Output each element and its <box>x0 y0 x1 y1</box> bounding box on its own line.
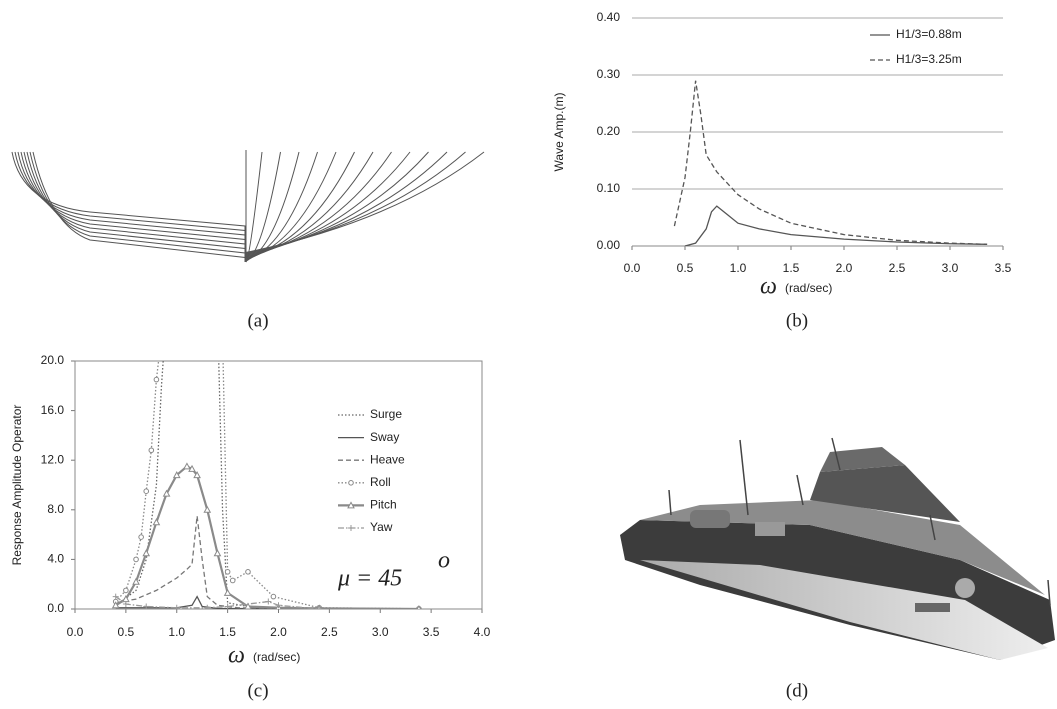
marker <box>149 448 154 453</box>
caption: (b) <box>786 310 808 331</box>
marker <box>184 463 190 469</box>
marker <box>133 579 139 585</box>
x-tick-label: 4.0 <box>474 625 491 639</box>
hull-line <box>246 152 484 252</box>
series <box>674 81 987 245</box>
y-tick-label: 0.10 <box>597 181 621 195</box>
marker <box>271 594 276 599</box>
marker <box>214 550 220 556</box>
x-axis-symbol: ω <box>228 643 245 669</box>
legend-label: Roll <box>370 475 391 489</box>
y-axis-label: Wave Amp.(m) <box>552 93 566 172</box>
x-tick-label: 0.5 <box>118 625 135 639</box>
legend-label: Yaw <box>370 520 393 534</box>
x-tick-label: 3.0 <box>942 261 959 275</box>
x-tick-label: 1.5 <box>783 261 800 275</box>
hull-line <box>15 152 245 262</box>
legend-marker <box>349 481 354 486</box>
hull-line <box>21 152 245 262</box>
x-tick-label: 0.5 <box>677 261 694 275</box>
marker <box>134 557 139 562</box>
marker <box>153 519 159 525</box>
legend-label: Sway <box>370 430 399 444</box>
marker <box>265 599 271 605</box>
hull-line <box>246 152 429 255</box>
hull-line <box>246 152 410 256</box>
caption: (d) <box>786 680 808 701</box>
x-axis-label: (rad/sec) <box>785 281 832 295</box>
series-line <box>685 206 987 246</box>
y-tick-label: 12.0 <box>41 452 65 466</box>
marker <box>204 507 210 513</box>
x-tick-label: 1.0 <box>730 261 747 275</box>
y-tick-label: 0.30 <box>597 67 621 81</box>
series <box>116 516 320 609</box>
series-line <box>116 516 320 609</box>
hull-lines <box>12 150 484 262</box>
y-tick-label: 0.00 <box>597 238 621 252</box>
marker <box>139 535 144 540</box>
marker <box>143 550 149 556</box>
y-tick-label: 0.40 <box>597 10 621 24</box>
legend-marker <box>348 525 354 531</box>
x-axis-symbol: ω <box>760 274 777 300</box>
x-tick-label: 0.0 <box>67 625 84 639</box>
x-tick-label: 3.0 <box>372 625 389 639</box>
hull-line <box>246 152 299 260</box>
x-tick-label: 1.0 <box>168 625 185 639</box>
hull-line <box>12 152 245 262</box>
legend-label: Heave <box>370 452 405 466</box>
legend-label: H1/3=0.88m <box>896 27 962 41</box>
caption: (c) <box>247 680 268 701</box>
ship-model <box>620 438 1055 660</box>
x-tick-label: 3.5 <box>995 261 1012 275</box>
annotation: μ = 45 <box>337 566 402 592</box>
y-tick-label: 20.0 <box>41 353 65 367</box>
hull-line <box>246 152 466 253</box>
x-tick-label: 1.5 <box>219 625 236 639</box>
y-tick-label: 16.0 <box>41 403 65 417</box>
plot-frame <box>75 361 482 609</box>
hull-line <box>246 152 262 262</box>
x-tick-label: 2.5 <box>889 261 906 275</box>
x-tick-label: 2.5 <box>321 625 338 639</box>
x-tick-label: 3.5 <box>423 625 440 639</box>
marker <box>144 489 149 494</box>
legend-label: Surge <box>370 407 402 421</box>
marker <box>225 590 231 596</box>
legend-label: H1/3=3.25m <box>896 52 962 66</box>
series-line <box>116 311 320 609</box>
annotation-sup: o <box>438 548 450 574</box>
x-tick-label: 2.0 <box>270 625 287 639</box>
y-tick-label: 4.0 <box>47 552 64 566</box>
y-axis-label: Response Amplitude Operator <box>10 405 24 566</box>
marker <box>246 570 251 575</box>
hull-line <box>246 152 318 260</box>
marker <box>204 605 210 611</box>
hull-line <box>246 152 355 258</box>
marker <box>124 588 129 593</box>
marker <box>154 377 159 382</box>
y-tick-label: 0.0 <box>47 601 64 615</box>
marker <box>225 570 230 575</box>
series-line <box>674 81 987 245</box>
hull-line <box>246 152 392 256</box>
marker <box>230 578 235 583</box>
y-tick-label: 0.20 <box>597 124 621 138</box>
x-tick-label: 2.0 <box>836 261 853 275</box>
legend-label: Pitch <box>370 498 397 512</box>
x-tick-label: 0.0 <box>624 261 641 275</box>
figure: (a) (b) (c) (d) 0.000.100.200.300.400.00… <box>0 0 1057 709</box>
marker <box>159 334 164 339</box>
series <box>116 311 320 609</box>
series <box>685 206 987 246</box>
x-axis-label: (rad/sec) <box>253 650 300 664</box>
caption: (a) <box>247 310 268 331</box>
marker <box>220 334 225 339</box>
y-tick-label: 8.0 <box>47 502 64 516</box>
